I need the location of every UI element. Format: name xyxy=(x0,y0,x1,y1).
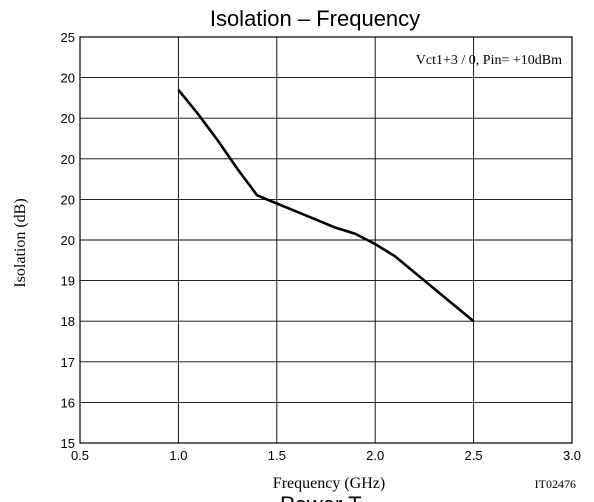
y-tick-label: 17 xyxy=(61,355,75,370)
chart-annotation: Vct1+3 / 0, Pin= +10dBm xyxy=(416,53,562,68)
y-tick-label: 19 xyxy=(61,274,75,289)
y-tick-label: 20 xyxy=(61,233,75,248)
x-tick-label: 2.0 xyxy=(366,448,384,463)
x-tick-label: 1.5 xyxy=(268,448,286,463)
x-tick-label: 3.0 xyxy=(563,448,581,463)
y-tick-label: 18 xyxy=(61,314,75,329)
y-tick-label: 20 xyxy=(61,71,75,86)
x-tick-label: 2.5 xyxy=(465,448,483,463)
x-tick-label: 0.5 xyxy=(71,448,89,463)
x-tick-label: 1.0 xyxy=(169,448,187,463)
y-tick-label: 20 xyxy=(61,111,75,126)
series-layer xyxy=(177,88,475,323)
y-tick-label: 20 xyxy=(61,152,75,167)
y-axis: 15 16 17 18 19 20 20 20 20 20 25 xyxy=(61,30,75,451)
x-axis: 0.5 1.0 1.5 2.0 2.5 3.0 xyxy=(71,448,581,463)
y-tick-label: 20 xyxy=(61,192,75,207)
y-tick-label: 16 xyxy=(61,395,75,410)
plot-frame xyxy=(79,36,573,444)
y-tick-label: 15 xyxy=(61,436,75,451)
chart-title: Isolation – Frequency xyxy=(210,6,420,31)
y-tick-label: 25 xyxy=(61,30,75,45)
footer-partial-text: Power T xyxy=(280,492,362,502)
series-line xyxy=(177,88,475,323)
figure-code: IT02476 xyxy=(535,477,576,491)
grid xyxy=(79,36,573,444)
x-axis-label: Frequency (GHz) xyxy=(273,475,385,492)
y-axis-label: Isolation (dB) xyxy=(12,198,29,287)
